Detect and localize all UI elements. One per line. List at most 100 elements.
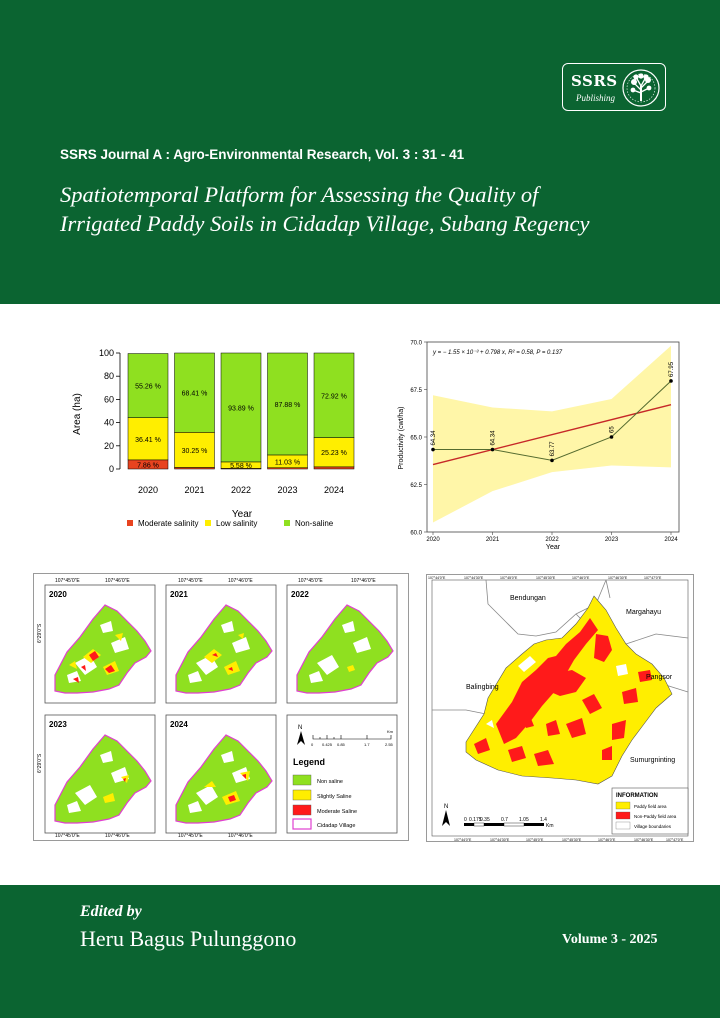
editor-name: Heru Bagus Pulunggono <box>80 926 297 951</box>
article-title: Spatiotemporal Platform for Assessing th… <box>60 180 680 238</box>
bar-data-label: 30.25 % <box>182 448 208 455</box>
journal-line: SSRS Journal A : Agro-Environmental Rese… <box>60 147 465 162</box>
scale-tick-1: 0.425 <box>322 742 333 747</box>
point-label: 64.34 <box>491 430 497 446</box>
productivity-point <box>490 447 495 452</box>
pscale-1: 0.175 <box>469 817 482 823</box>
legend-title: Legend <box>293 757 325 767</box>
map-2024: 2024 <box>165 714 277 834</box>
pcoord-bottom-3: 107°45'0"E <box>526 838 544 842</box>
info-paddy: Paddy field area <box>634 804 667 809</box>
legend-slightly: Slightly Saline <box>317 794 352 800</box>
productivity-point <box>669 379 673 383</box>
maps-legend: N 0 0.425 0.85 1.7 2.55 Km Legend Non sa… <box>286 714 398 834</box>
map-2020: 2020 <box>44 584 156 704</box>
pcoord-top-7: 107°47'0"E <box>644 576 662 580</box>
scale-tick-4: 2.55 <box>385 742 394 747</box>
pscale-2: 0.35 <box>480 817 490 823</box>
pcoord-top-2: 107°44'30"E <box>464 576 484 580</box>
legend-swatch-low <box>205 520 211 526</box>
bar-data-label: 5.58 % <box>230 463 252 470</box>
bar-xtick-label: 2020 <box>138 485 158 495</box>
village-margahayu: Margahayu <box>626 609 661 616</box>
bar-xtick-label: 2023 <box>277 485 297 495</box>
pcoord-top-3: 107°45'0"E <box>500 576 518 580</box>
village-balingbing: Balingbing <box>466 684 499 691</box>
coord-bottom-2: 107°46'0"E <box>105 833 130 839</box>
legend-non: Non-saline <box>295 519 334 528</box>
coord-top-4: 107°46'0"E <box>228 578 253 584</box>
bar-segment <box>127 353 169 418</box>
info-swatch-boundaries <box>615 821 631 830</box>
point-label: 64.34 <box>431 430 437 446</box>
bar-ytick-label: 80 <box>104 371 114 381</box>
bar-data-label: 55.26 % <box>135 384 161 391</box>
line-ytick-label: 62.5 <box>410 483 422 489</box>
bar-segment <box>313 352 355 438</box>
cover-header <box>0 0 720 304</box>
scale-tick-2: 0.85 <box>337 742 346 747</box>
scale-tick-0: 0 <box>311 742 314 747</box>
pscale-3: 0.7 <box>501 817 508 823</box>
salinity-bar-chart: Area (ha) 0 20 40 60 80 100 7.86 % 36.41 % 55.2… <box>72 348 355 528</box>
village-sumurgninting: Sumurgninting <box>630 757 675 764</box>
bar-segment <box>313 466 355 470</box>
paddy-info-legend: INFORMATION Paddy field area Non-Paddy f… <box>611 787 689 835</box>
village-bendungan: Bendungan <box>510 595 546 602</box>
pscale-4: 1.05 <box>519 817 529 823</box>
trend-line <box>432 404 672 466</box>
line-xtick-label: 2020 <box>426 537 440 543</box>
map-label-2023: 2023 <box>49 720 67 729</box>
line-ytick-label: 60.0 <box>410 531 422 537</box>
regression-equation: y = − 1.55 × 10⁻³ + 0.798 x, R² = 0.58, … <box>432 350 563 356</box>
edited-by-label: Edited by <box>80 903 142 920</box>
bar-segment <box>267 352 308 456</box>
paddy-north-letter: N <box>444 804 448 810</box>
bar-xtick-label: 2024 <box>324 485 344 495</box>
scale-tick-3: 1.7 <box>364 742 370 747</box>
pcoord-top-6: 107°46'30"E <box>608 576 628 580</box>
productivity-line-chart: Productivity (cwt/ha) y = − 1.55 × 10⁻³ … <box>398 341 680 551</box>
paddy-north-arrow-icon <box>442 810 450 826</box>
productivity-point <box>609 435 614 439</box>
pcoord-top-5: 107°46'0"E <box>572 576 590 580</box>
tree-emblem-icon <box>622 69 660 107</box>
map-label-2024: 2024 <box>170 720 188 729</box>
line-xtick-label: 2024 <box>664 537 678 543</box>
point-label: 67.95 <box>669 361 675 377</box>
line-y-axis-label: Productivity (cwt/ha) <box>398 406 405 469</box>
coord-top-6: 107°46'0"E <box>351 578 376 584</box>
line-x-axis-label: Year <box>546 544 561 551</box>
map-2023: 2023 <box>44 714 156 834</box>
line-ytick-label: 65.0 <box>410 436 422 442</box>
pscale-5: 1.4 <box>540 817 547 823</box>
logo-title: SSRS <box>571 72 618 90</box>
bar-x-axis-label: Year <box>232 509 253 520</box>
pscale-0: 0 <box>464 817 467 823</box>
bar-data-label: 68.41 % <box>182 391 208 398</box>
bar-ytick-label: 60 <box>104 394 114 404</box>
bar-data-label: 7.86 % <box>137 462 159 469</box>
title-line-2: Irrigated Paddy Soils in Cidadap Village… <box>60 211 590 236</box>
bar-xtick-label: 2022 <box>231 485 251 495</box>
productivity-point <box>550 458 554 463</box>
line-ytick-label: 67.5 <box>410 388 422 394</box>
coord-bottom-3: 107°45'0"E <box>178 833 203 839</box>
pscale-unit: Km <box>546 823 554 829</box>
legend-non-saline: Non saline <box>317 779 343 785</box>
volume-label: Volume 3 - 2025 <box>562 932 658 947</box>
legend-swatch-slightly <box>292 789 312 801</box>
north-letter: N <box>298 725 302 731</box>
publisher-logo: SSRS Publishing <box>562 63 666 111</box>
map-label-2020: 2020 <box>49 590 67 599</box>
pcoord-bottom-1: 107°44'0"E <box>454 838 472 842</box>
legend-village: Cidadap Village <box>317 823 355 829</box>
village-pangsor: Pangsor <box>646 674 673 681</box>
productivity-point <box>431 447 435 452</box>
title-line-1: Spatiotemporal Platform for Assessing th… <box>60 182 539 207</box>
line-xtick-label: 2022 <box>545 537 559 543</box>
bar-ytick-label: 40 <box>104 418 114 428</box>
bar-segment <box>220 352 262 463</box>
legend-moderate: Moderate salinity <box>138 519 198 528</box>
map-label-2021: 2021 <box>170 590 188 599</box>
